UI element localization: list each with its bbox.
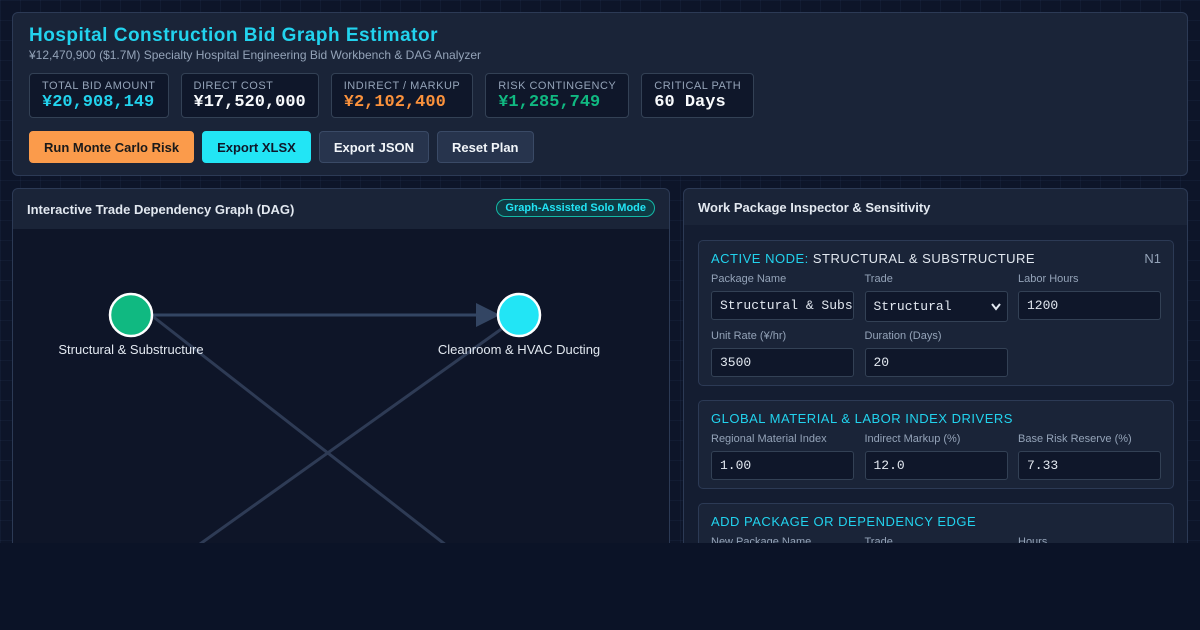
node-name: STRUCTURAL & SUBSTRUCTURE xyxy=(812,251,1036,266)
button[interactable]: Run Monte Carlo Risk xyxy=(29,131,195,163)
panel-header: Work Package Inspector & Sensitivity xyxy=(684,189,1187,226)
kpi-label: CRITICAL PATH xyxy=(654,80,742,92)
field-label: Package Name xyxy=(711,273,787,285)
dag-panel: Interactive Trade Dependency Graph (DAG)… xyxy=(12,188,670,543)
edge xyxy=(150,313,446,543)
edge xyxy=(198,323,508,543)
form-field: Labor Hours 1200 xyxy=(1018,273,1161,320)
kpi-label: RISK CONTINGENCY xyxy=(498,80,617,92)
form-field: Trade xyxy=(865,536,1008,543)
mode-badge: Graph-Assisted Solo Mode xyxy=(496,199,655,217)
form-field: Regional Material Index 1.00 xyxy=(711,433,854,480)
input[interactable]: 1200 xyxy=(1018,291,1161,320)
header-panel: Hospital Construction Bid Graph Estimato… xyxy=(12,12,1188,176)
field-label: Duration (Days) xyxy=(864,330,942,342)
kpi-value: ¥20,908,149 xyxy=(42,93,155,112)
kpi-value: 60 Days xyxy=(654,93,726,112)
field-label: New Package Name xyxy=(711,536,812,543)
add-section: ADD PACKAGE OR DEPENDENCY EDGE New Packa… xyxy=(698,503,1174,543)
panel-header: Interactive Trade Dependency Graph (DAG)… xyxy=(13,189,669,230)
inspector-body: ACTIVE NODE: STRUCTURAL & SUBSTRUCTURE N… xyxy=(684,225,1187,543)
kpi-card: RISK CONTINGENCY ¥1,285,749 xyxy=(485,73,630,118)
node[interactable] xyxy=(496,292,542,338)
field-label: Labor Hours xyxy=(1018,273,1079,285)
field-label: Indirect Markup (%) xyxy=(864,433,961,445)
form-field: Hours xyxy=(1018,536,1161,543)
kpi-card: CRITICAL PATH 60 Days xyxy=(641,73,755,118)
field-label: Trade xyxy=(864,536,893,543)
inspector-panel: Work Package Inspector & Sensitivity ACT… xyxy=(683,188,1188,543)
global-section: GLOBAL MATERIAL & LABOR INDEX DRIVERS Re… xyxy=(698,400,1174,489)
input[interactable]: Structural & Substructure xyxy=(711,291,854,320)
kpi-label: INDIRECT / MARKUP xyxy=(343,80,461,92)
button[interactable]: Export JSON xyxy=(318,131,430,163)
form-field: Indirect Markup (%) 12.0 xyxy=(864,433,1008,480)
heading-prefix: ACTIVE NODE: xyxy=(711,251,809,266)
form-field: Base Risk Reserve (%) 7.33 xyxy=(1018,433,1161,480)
kpi-value: ¥1,285,749 xyxy=(498,93,601,112)
field-label: Base Risk Reserve (%) xyxy=(1018,433,1132,445)
section-heading: ADD PACKAGE OR DEPENDENCY EDGE xyxy=(711,514,977,529)
graph: Structural & Substructure Cleanroom & HV… xyxy=(58,292,600,543)
kpi-card: TOTAL BID AMOUNT ¥20,908,149 xyxy=(29,73,169,118)
form-field: New Package Name xyxy=(711,536,854,543)
kpi-card: DIRECT COST ¥17,520,000 xyxy=(180,73,319,118)
chevron xyxy=(990,303,1001,311)
subtitle: ¥12,470,900 ($1.7M) Specialty Hospital E… xyxy=(29,48,482,62)
form-field: Duration (Days) 20 xyxy=(864,330,1008,377)
form-field: Package Name Structural & Substructure xyxy=(711,273,854,320)
input[interactable]: 7.33 xyxy=(1018,451,1161,480)
panel-title: Work Package Inspector & Sensitivity xyxy=(698,200,931,215)
form-field: Trade Structural xyxy=(864,273,1008,322)
input[interactable]: 20 xyxy=(864,348,1008,377)
kpi-value: ¥2,102,400 xyxy=(343,93,446,112)
app-title: Hospital Construction Bid Graph Estimato… xyxy=(29,25,438,46)
field-label: Regional Material Index xyxy=(711,433,827,445)
graph-canvas: Structural & Substructure Cleanroom & HV… xyxy=(13,229,669,543)
kpi-label: DIRECT COST xyxy=(193,80,274,92)
field-label: Unit Rate (¥/hr) xyxy=(711,330,787,342)
node[interactable] xyxy=(108,292,154,338)
kpi-card: INDIRECT / MARKUP ¥2,102,400 xyxy=(330,73,474,118)
active-node-section: ACTIVE NODE: STRUCTURAL & SUBSTRUCTURE N… xyxy=(698,240,1174,386)
kpi-label: TOTAL BID AMOUNT xyxy=(42,80,156,92)
button[interactable]: Export XLSX xyxy=(202,131,311,163)
section-heading: ACTIVE NODE: STRUCTURAL & SUBSTRUCTURE xyxy=(711,251,1035,266)
input[interactable]: Structural xyxy=(864,291,1008,322)
input[interactable]: 3500 xyxy=(711,348,854,377)
node-id: N1 xyxy=(1144,251,1161,266)
node-label: Cleanroom & HVAC Ducting xyxy=(438,342,600,357)
app: Hospital Construction Bid Graph Estimato… xyxy=(0,0,1200,543)
section-heading: GLOBAL MATERIAL & LABOR INDEX DRIVERS xyxy=(711,411,1013,426)
node-label: Structural & Substructure xyxy=(58,342,203,357)
input[interactable]: 12.0 xyxy=(864,451,1008,480)
kpi-value: ¥17,520,000 xyxy=(193,93,306,112)
panel-title: Interactive Trade Dependency Graph (DAG) xyxy=(27,202,295,217)
button[interactable]: Reset Plan xyxy=(437,131,534,163)
input[interactable]: 1.00 xyxy=(711,451,854,480)
field-label: Trade xyxy=(864,273,893,285)
button-row: Run Monte Carlo Risk Export XLSX Export JS… xyxy=(29,131,534,163)
kpi-row: TOTAL BID AMOUNT ¥20,908,149 DIRECT COST ¥1… xyxy=(29,73,755,118)
form-field: Unit Rate (¥/hr) 3500 xyxy=(711,330,854,377)
field-label: Hours xyxy=(1018,536,1048,543)
